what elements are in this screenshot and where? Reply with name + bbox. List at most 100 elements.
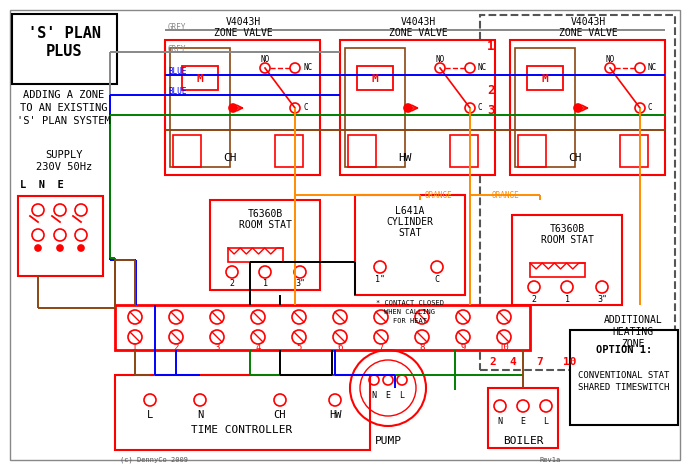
Text: 1: 1 — [487, 41, 495, 53]
Text: 1": 1" — [375, 275, 385, 284]
Text: V4043H: V4043H — [400, 17, 435, 27]
Text: 2: 2 — [173, 343, 179, 351]
Text: V4043H: V4043H — [571, 17, 606, 27]
Text: ROOM STAT: ROOM STAT — [540, 235, 593, 245]
Bar — [570, 330, 678, 425]
Bar — [115, 305, 530, 350]
Text: 7: 7 — [378, 343, 384, 351]
Text: NC: NC — [303, 64, 313, 73]
Text: CONVENTIONAL STAT: CONVENTIONAL STAT — [578, 371, 670, 380]
Text: BLUE: BLUE — [168, 88, 186, 96]
Text: HW: HW — [328, 410, 342, 420]
Bar — [518, 135, 546, 167]
Text: M: M — [197, 74, 204, 84]
Text: 4: 4 — [255, 343, 261, 351]
Bar — [210, 200, 320, 290]
Text: ADDING A ZONE: ADDING A ZONE — [23, 90, 105, 100]
Text: SHARED TIMESWITCH: SHARED TIMESWITCH — [578, 383, 670, 393]
Bar — [527, 66, 563, 90]
Circle shape — [404, 104, 412, 112]
Text: 3": 3" — [597, 294, 607, 304]
Text: 10: 10 — [563, 357, 577, 367]
Text: 10: 10 — [499, 343, 509, 351]
Text: NC: NC — [648, 64, 658, 73]
Text: CH: CH — [274, 410, 286, 420]
Bar — [115, 375, 370, 450]
Text: 1: 1 — [132, 343, 138, 351]
Text: M: M — [372, 74, 378, 84]
Text: 4: 4 — [510, 357, 516, 367]
Bar — [182, 66, 218, 90]
Text: ZONE VALVE: ZONE VALVE — [559, 28, 618, 38]
Text: CH: CH — [569, 153, 582, 163]
Text: L  N  E: L N E — [20, 180, 64, 190]
Text: 8: 8 — [420, 343, 424, 351]
Text: ZONE VALVE: ZONE VALVE — [214, 28, 273, 38]
Text: 2: 2 — [487, 83, 495, 96]
Text: NC: NC — [478, 64, 487, 73]
Text: WHEN CALLING: WHEN CALLING — [384, 309, 435, 315]
Text: BLUE: BLUE — [168, 67, 186, 76]
Bar — [275, 135, 303, 167]
Text: 3: 3 — [487, 103, 495, 117]
Text: GREY: GREY — [168, 45, 186, 54]
Bar — [173, 135, 201, 167]
Text: ADDITIONAL: ADDITIONAL — [604, 315, 662, 325]
Text: 3: 3 — [215, 343, 219, 351]
Text: NO: NO — [605, 54, 615, 64]
Circle shape — [78, 245, 84, 251]
Text: ZONE: ZONE — [621, 339, 644, 349]
Bar — [620, 135, 648, 167]
Text: C: C — [648, 103, 653, 112]
Text: E: E — [520, 417, 526, 425]
Text: C: C — [435, 275, 440, 284]
Text: CH: CH — [224, 153, 237, 163]
Text: NO: NO — [435, 54, 444, 64]
Text: 2: 2 — [490, 357, 496, 367]
Text: TIME CONTROLLER: TIME CONTROLLER — [191, 425, 293, 435]
Bar — [512, 215, 622, 305]
Circle shape — [574, 104, 582, 112]
Text: 7: 7 — [537, 357, 544, 367]
Bar — [170, 48, 230, 167]
Text: TO AN EXISTING: TO AN EXISTING — [20, 103, 108, 113]
Text: FOR HEAT: FOR HEAT — [393, 318, 427, 324]
Text: N: N — [197, 410, 203, 420]
Circle shape — [229, 104, 237, 112]
Text: 2: 2 — [531, 294, 537, 304]
Text: 'S' PLAN SYSTEM: 'S' PLAN SYSTEM — [17, 116, 111, 126]
Text: Rev1a: Rev1a — [540, 457, 561, 463]
Text: PLUS: PLUS — [46, 44, 82, 59]
Bar — [450, 135, 478, 167]
Text: 'S' PLAN: 'S' PLAN — [28, 27, 101, 42]
Text: CYLINDER: CYLINDER — [386, 217, 433, 227]
Text: L: L — [147, 410, 153, 420]
Text: ROOM STAT: ROOM STAT — [239, 220, 291, 230]
Bar — [345, 48, 405, 167]
Text: N: N — [497, 417, 502, 425]
Text: L641A: L641A — [395, 206, 424, 216]
Text: BOILER: BOILER — [503, 436, 543, 446]
Bar — [12, 14, 117, 84]
Text: GREY: GREY — [168, 22, 186, 31]
Bar — [488, 388, 558, 448]
Text: HEATING: HEATING — [613, 327, 653, 337]
Text: C: C — [303, 103, 308, 112]
Text: PUMP: PUMP — [375, 436, 402, 446]
Text: (c) DennyCo 2009: (c) DennyCo 2009 — [120, 457, 188, 463]
Bar — [18, 196, 103, 276]
Bar — [510, 40, 665, 175]
Text: OPTION 1:: OPTION 1: — [596, 345, 652, 355]
Text: SUPPLY: SUPPLY — [46, 150, 83, 160]
Text: M: M — [542, 74, 549, 84]
Text: C: C — [478, 103, 482, 112]
Text: L: L — [544, 417, 549, 425]
Text: N: N — [371, 392, 377, 401]
Text: 230V 50Hz: 230V 50Hz — [36, 162, 92, 172]
Text: 3": 3" — [295, 279, 305, 288]
Bar — [165, 40, 320, 175]
Text: E: E — [386, 392, 391, 401]
Text: ZONE VALVE: ZONE VALVE — [388, 28, 447, 38]
Text: HW: HW — [398, 153, 412, 163]
Text: 9: 9 — [460, 343, 466, 351]
